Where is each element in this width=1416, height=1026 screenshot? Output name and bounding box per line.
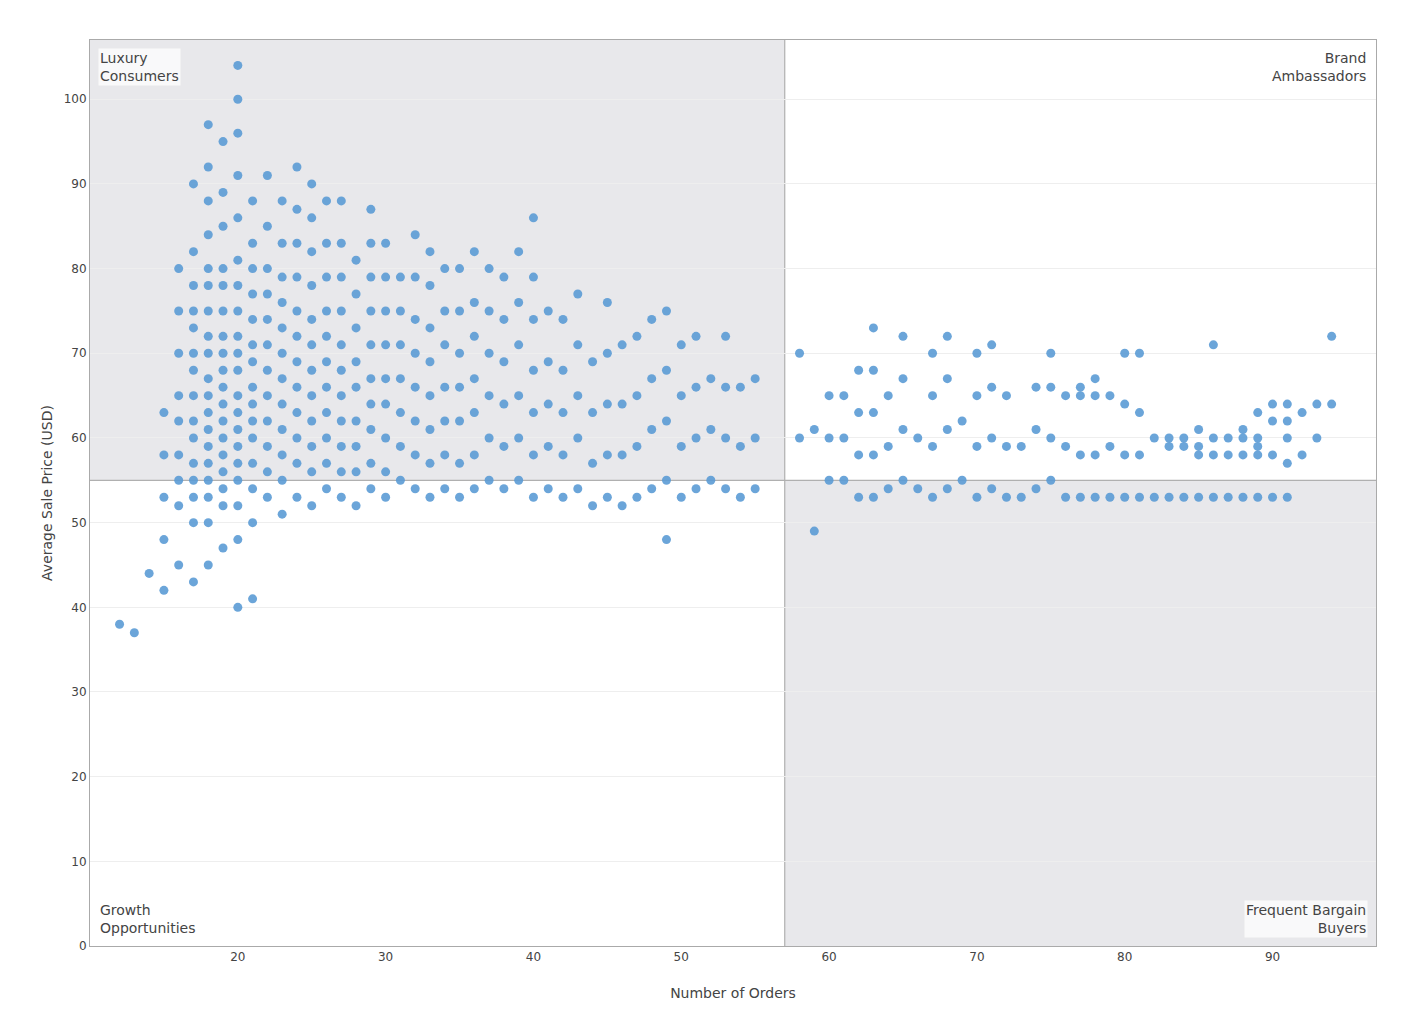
svg-text:60: 60 xyxy=(71,431,86,445)
svg-text:20: 20 xyxy=(230,950,245,964)
svg-text:60: 60 xyxy=(821,950,836,964)
svg-text:30: 30 xyxy=(378,950,393,964)
svg-text:90: 90 xyxy=(1265,950,1280,964)
svg-text:90: 90 xyxy=(71,177,86,191)
svg-text:20: 20 xyxy=(71,770,86,784)
svg-text:80: 80 xyxy=(71,262,86,276)
svg-text:0: 0 xyxy=(79,939,87,953)
svg-text:30: 30 xyxy=(71,685,86,699)
svg-text:40: 40 xyxy=(71,601,86,615)
svg-text:10: 10 xyxy=(71,855,86,869)
svg-text:100: 100 xyxy=(64,92,87,106)
svg-text:Frequent BargainBuyers: Frequent BargainBuyers xyxy=(1246,902,1366,936)
svg-text:50: 50 xyxy=(71,516,86,530)
svg-text:80: 80 xyxy=(1117,950,1132,964)
svg-text:70: 70 xyxy=(71,346,86,360)
svg-text:LuxuryConsumers: LuxuryConsumers xyxy=(100,50,179,84)
svg-text:GrowthOpportunities: GrowthOpportunities xyxy=(100,902,196,936)
svg-text:40: 40 xyxy=(526,950,541,964)
svg-text:BrandAmbassadors: BrandAmbassadors xyxy=(1272,50,1366,84)
svg-text:70: 70 xyxy=(969,950,984,964)
svg-text:Number of Orders: Number of Orders xyxy=(670,985,796,1001)
svg-text:Average Sale Price (USD): Average Sale Price (USD) xyxy=(39,405,55,581)
svg-text:50: 50 xyxy=(674,950,689,964)
